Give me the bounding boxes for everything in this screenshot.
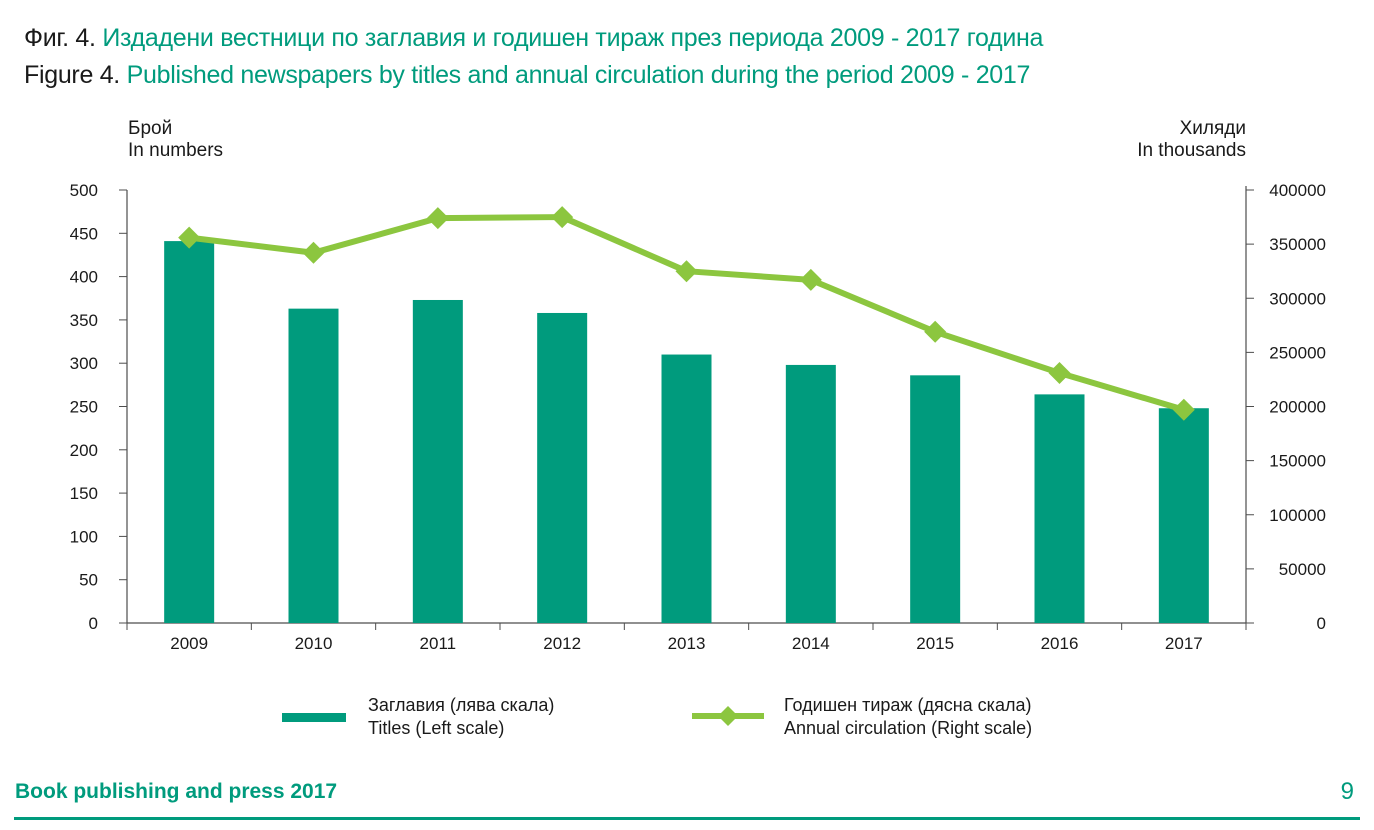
right-axis-label-en: In thousands <box>1137 140 1246 161</box>
combo-chart: 0 50 100 150 200 250 300 350 400 450 500 0 50000 1000… <box>70 181 1326 653</box>
x-axis-tick-label: 2013 <box>668 634 706 653</box>
right-axis-unit: Хиляди In thousands <box>1137 118 1246 162</box>
bar-titles <box>412 299 463 623</box>
bar-titles <box>1034 394 1085 623</box>
x-axis-tick-label: 2009 <box>170 634 208 653</box>
point-circulation <box>178 226 201 249</box>
point-circulation <box>302 241 325 264</box>
figure-caption-bg: Издадени вестници по заглавия и годишен … <box>102 24 1044 52</box>
left-axis-tick-label: 500 <box>70 181 98 200</box>
right-axis-tick-label: 100000 <box>1269 506 1326 525</box>
x-axis-tick-label: 2011 <box>420 634 457 653</box>
point-circulation <box>799 268 822 291</box>
point-circulation <box>426 207 449 230</box>
left-axis-tick-label: 400 <box>70 268 98 287</box>
bar-titles <box>785 364 836 623</box>
left-axis-tick-label: 350 <box>70 311 98 330</box>
x-axis-tick-label: 2012 <box>543 634 581 653</box>
legend-label-circulation-en: Annual circulation (Right scale) <box>784 718 1033 738</box>
right-axis-tick-label: 200000 <box>1269 398 1326 417</box>
left-axis-unit: Брой In numbers <box>128 118 223 162</box>
right-axis-tick-label: 50000 <box>1279 560 1326 579</box>
left-axis-tick-label: 0 <box>89 614 98 633</box>
point-circulation <box>924 320 947 343</box>
point-circulation <box>1172 398 1195 421</box>
figure-caption-en: Published newspapers by titles and annua… <box>126 61 1031 89</box>
x-axis-tick-label: 2010 <box>295 634 333 653</box>
x-axis-tick-label: 2014 <box>792 634 830 653</box>
legend-label-titles-bg: Заглавия (лява скала) <box>368 695 555 715</box>
left-axis-tick-label: 250 <box>70 398 98 417</box>
point-circulation <box>675 260 698 283</box>
right-axis-label-bg: Хиляди <box>1179 118 1246 139</box>
right-axis-tick-label: 0 <box>1317 614 1326 633</box>
legend-swatch-line <box>692 706 764 726</box>
legend-swatch-diamond <box>718 706 738 726</box>
figure-number-bg: Фиг. 4. <box>24 24 96 52</box>
right-axis-tick-label: 350000 <box>1269 235 1326 254</box>
bar-titles <box>164 241 215 623</box>
left-axis-tick-label: 200 <box>70 441 98 460</box>
left-axis-tick-label: 300 <box>70 354 98 373</box>
right-axis-tick-label: 150000 <box>1269 452 1326 471</box>
left-axis-label-bg: Брой <box>128 118 173 139</box>
legend-text-titles: Заглавия (лява скала) Titles (Left scale… <box>368 694 554 740</box>
legend-swatch-bar <box>282 713 346 722</box>
bar-titles <box>661 354 712 623</box>
left-axis-label-en: In numbers <box>128 140 224 161</box>
footer-page-number: 9 <box>1340 778 1354 805</box>
figure-title-en: Figure 4. Published newspapers by titles… <box>24 61 1030 90</box>
bar-titles <box>537 312 588 623</box>
legend-label-titles-en: Titles (Left scale) <box>368 718 505 738</box>
bar-titles <box>1158 408 1209 623</box>
left-axis-tick-label: 50 <box>79 571 98 590</box>
point-circulation <box>551 206 574 229</box>
bar-titles <box>910 375 961 623</box>
bar-titles <box>288 308 339 623</box>
footer-publication-title: Book publishing and press 2017 <box>15 780 338 803</box>
legend-text-circulation: Годишен тираж (дясна скала) Annual circu… <box>784 694 1032 740</box>
left-axis-tick-label: 100 <box>70 527 98 546</box>
x-axis-tick-label: 2015 <box>916 634 954 653</box>
x-axis-tick-label: 2016 <box>1041 634 1079 653</box>
footer-divider <box>14 817 1360 820</box>
right-axis-tick-label: 250000 <box>1269 343 1326 362</box>
figure-title-bg: Фиг. 4. Издадени вестници по заглавия и … <box>24 24 1043 53</box>
left-axis-tick-label: 450 <box>70 224 98 243</box>
right-axis-tick-label: 400000 <box>1269 181 1326 200</box>
legend-label-circulation-bg: Годишен тираж (дясна скала) <box>784 695 1032 715</box>
left-axis-tick-label: 150 <box>70 484 98 503</box>
point-circulation <box>1048 361 1071 384</box>
right-axis-tick-label: 300000 <box>1269 289 1326 308</box>
x-axis-tick-label: 2017 <box>1165 634 1203 653</box>
figure-number-en: Figure 4. <box>24 61 120 89</box>
